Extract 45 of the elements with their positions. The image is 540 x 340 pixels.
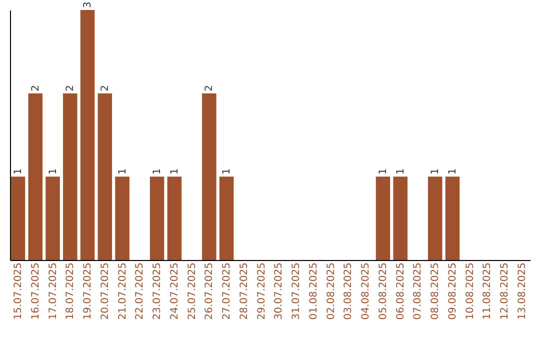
x-tick-label: 16.07.2025 [30, 262, 42, 320]
x-tick-label: 03.08.2025 [343, 262, 354, 320]
data-label: 2 [30, 84, 42, 92]
x-tick-label: 30.07.2025 [274, 262, 285, 320]
x-tick-label: 05.08.2025 [378, 262, 389, 320]
data-label: 1 [117, 168, 128, 175]
x-tick-label: 01.08.2025 [308, 262, 320, 320]
data-label: 1 [169, 168, 180, 175]
data-label: 1 [395, 168, 406, 175]
x-tick-label: 10.08.2025 [464, 262, 476, 320]
x-tick-label: 25.07.2025 [186, 262, 198, 320]
x-tick-label: 21.07.2025 [117, 262, 128, 320]
x-tick-label: 18.07.2025 [65, 262, 76, 320]
data-label: 3 [82, 2, 94, 8]
x-tick-label: 28.07.2025 [238, 262, 250, 320]
data-label: 1 [222, 168, 233, 175]
x-tick-label: 31.07.2025 [291, 262, 302, 320]
data-label: 2 [100, 84, 111, 92]
x-tick-label: 19.07.2025 [82, 262, 94, 320]
data-label: 1 [447, 168, 458, 175]
x-tick-label: 06.08.2025 [395, 262, 406, 320]
data-label: 2 [65, 84, 76, 92]
x-tick-label: 22.07.2025 [134, 262, 146, 320]
data-label: 1 [430, 168, 442, 175]
x-tick-label: 17.07.2025 [48, 262, 59, 320]
data-label: 1 [152, 168, 164, 175]
x-tick-label: 24.07.2025 [169, 262, 180, 320]
x-tick-label: 07.08.2025 [412, 262, 424, 320]
data-label: 1 [12, 168, 24, 175]
x-tick-label: 02.08.2025 [326, 262, 337, 320]
x-tick-label: 12.08.2025 [500, 262, 511, 320]
x-tick-label: 26.07.2025 [204, 262, 216, 320]
x-tick-label: 08.08.2025 [430, 262, 442, 320]
x-tick-label: 15.07.2025 [12, 262, 24, 320]
data-label: 1 [378, 168, 389, 175]
x-tick-label: 23.07.2025 [152, 262, 164, 320]
x-tick-label: 27.07.2025 [222, 262, 233, 320]
x-tick-label: 13.08.2025 [517, 262, 528, 320]
data-label: 1 [48, 168, 59, 175]
x-tick-label: 11.08.2025 [482, 262, 494, 320]
x-tick-label: 20.07.2025 [100, 262, 111, 320]
x-tick-label: 09.08.2025 [447, 262, 458, 320]
x-tick-label: 04.08.2025 [360, 262, 372, 320]
data-label: 2 [204, 84, 216, 92]
x-tick-label: 29.07.2025 [256, 262, 268, 320]
